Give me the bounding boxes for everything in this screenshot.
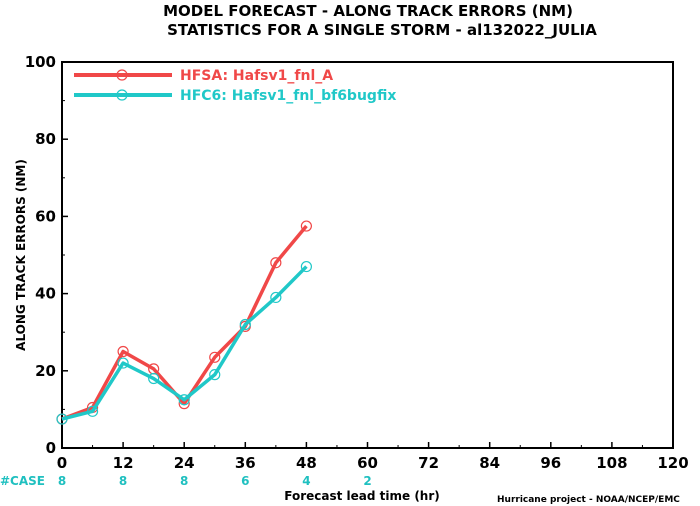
series-layer — [56, 220, 312, 425]
data-point — [300, 220, 312, 232]
chart-subtitle: STATISTICS FOR A SINGLE STORM - al132022… — [167, 21, 597, 39]
data-point — [117, 345, 129, 358]
data-point — [178, 394, 190, 406]
data-point — [117, 357, 129, 369]
case-counts: 8 8 8 6 4 2 — [58, 474, 372, 488]
series-2 — [56, 260, 312, 425]
x-tick-label: 120 — [657, 454, 688, 472]
legend-label: HFC6: Hafsv1_fnl_bf6bugfix — [180, 88, 396, 104]
data-point — [209, 351, 221, 363]
x-axis-label: Forecast lead time (hr) — [284, 489, 440, 503]
y-tick-label: 60 — [35, 207, 56, 225]
x-tick-label: 60 — [357, 454, 378, 472]
legend-label: HFSA: Hafsv1_fnl_A — [180, 68, 333, 84]
y-axis: 0 20 40 60 80 100 — [25, 53, 68, 457]
data-point — [56, 413, 68, 425]
case-count: 6 — [241, 474, 249, 488]
data-point — [270, 257, 282, 269]
x-tick-label: 84 — [479, 454, 500, 472]
credit-text: Hurricane project - NOAA/NCEP/EMC — [497, 495, 680, 505]
series-1 — [56, 220, 312, 425]
series-line — [61, 224, 308, 421]
legend: HFSA: Hafsv1_fnl_A HFC6: Hafsv1_fnl_bf6bu… — [74, 68, 396, 104]
y-axis-label: ALONG TRACK ERRORS (NM) — [14, 159, 28, 351]
case-label: #CASE — [0, 474, 45, 488]
x-tick-label: 24 — [174, 454, 195, 472]
data-point — [270, 291, 282, 304]
x-tick-label: 96 — [540, 454, 561, 472]
case-count: 2 — [363, 474, 371, 488]
data-point — [148, 372, 160, 385]
x-axis: 0 12 24 36 48 60 72 84 96 108 120 — [57, 442, 689, 472]
case-count: 8 — [58, 474, 66, 488]
x-tick-label: 0 — [57, 454, 67, 472]
y-tick-label: 0 — [46, 439, 56, 457]
x-tick-label: 48 — [296, 454, 317, 472]
x-tick-label: 72 — [418, 454, 439, 472]
x-tick-label: 108 — [596, 454, 627, 472]
plot-frame — [61, 61, 674, 449]
data-point — [209, 369, 221, 381]
data-point — [239, 318, 251, 331]
data-point — [300, 260, 312, 273]
x-tick-label: 12 — [113, 454, 134, 472]
y-tick-label: 40 — [35, 285, 56, 303]
y-tick-label: 80 — [35, 130, 56, 148]
y-tick-label: 20 — [35, 362, 56, 380]
chart-title: MODEL FORECAST - ALONG TRACK ERRORS (NM) — [163, 2, 573, 20]
legend-marker — [116, 69, 128, 81]
data-point — [86, 405, 99, 417]
case-count: 8 — [180, 474, 188, 488]
x-tick-label: 36 — [235, 454, 256, 472]
case-count: 8 — [119, 474, 127, 488]
series-line — [61, 265, 308, 421]
legend-marker — [116, 89, 128, 101]
case-count: 4 — [302, 474, 310, 488]
y-tick-label: 100 — [25, 53, 56, 71]
